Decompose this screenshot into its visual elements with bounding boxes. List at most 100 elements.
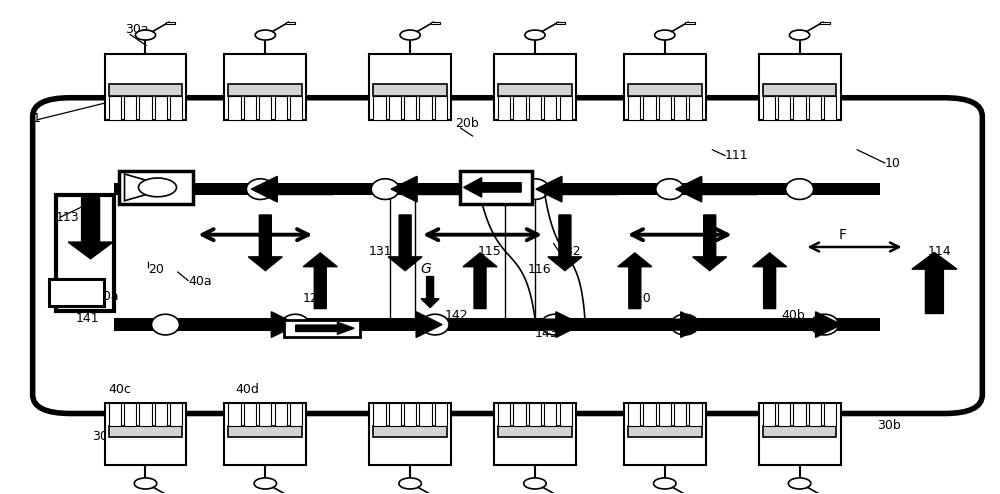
- Polygon shape: [125, 174, 171, 201]
- Bar: [659, 96, 671, 120]
- Circle shape: [524, 478, 546, 489]
- Bar: [228, 404, 241, 425]
- Bar: [763, 96, 775, 120]
- Ellipse shape: [281, 314, 309, 335]
- Bar: [244, 404, 256, 425]
- Bar: [560, 404, 572, 425]
- Bar: [155, 404, 167, 425]
- Bar: [166, 22, 175, 24]
- Bar: [529, 96, 541, 120]
- Bar: [824, 404, 836, 425]
- Text: F: F: [839, 228, 847, 242]
- Ellipse shape: [541, 314, 569, 335]
- Ellipse shape: [671, 314, 699, 335]
- Text: 111: 111: [725, 149, 748, 163]
- Bar: [389, 404, 401, 425]
- FancyArrow shape: [693, 215, 727, 271]
- Bar: [628, 425, 702, 437]
- Bar: [419, 404, 432, 425]
- Bar: [369, 404, 451, 465]
- Bar: [793, 96, 806, 120]
- Bar: [659, 404, 671, 425]
- Text: 120: 120: [302, 292, 326, 305]
- FancyArrow shape: [215, 312, 297, 337]
- Bar: [809, 404, 821, 425]
- Text: 142: 142: [445, 309, 469, 323]
- Bar: [105, 404, 186, 465]
- Ellipse shape: [246, 179, 274, 200]
- Bar: [824, 96, 836, 120]
- Circle shape: [654, 478, 676, 489]
- Text: 1: 1: [33, 113, 41, 125]
- FancyArrow shape: [391, 176, 473, 202]
- Bar: [228, 425, 302, 437]
- Circle shape: [525, 30, 545, 40]
- Bar: [435, 96, 447, 120]
- Ellipse shape: [656, 179, 684, 200]
- Circle shape: [788, 478, 811, 489]
- Bar: [759, 404, 841, 465]
- Bar: [685, 22, 695, 24]
- Bar: [56, 195, 114, 311]
- Bar: [373, 425, 447, 437]
- Bar: [643, 404, 656, 425]
- Bar: [114, 183, 880, 195]
- Text: 114: 114: [927, 246, 951, 258]
- Circle shape: [655, 30, 675, 40]
- Bar: [224, 404, 306, 465]
- Text: 116: 116: [528, 263, 552, 276]
- FancyArrow shape: [303, 253, 337, 309]
- Circle shape: [138, 178, 176, 197]
- Text: 115: 115: [478, 246, 502, 258]
- Ellipse shape: [811, 314, 839, 335]
- Bar: [124, 96, 136, 120]
- Text: G: G: [420, 262, 431, 276]
- Bar: [139, 404, 152, 425]
- Bar: [529, 404, 541, 425]
- Bar: [259, 96, 271, 120]
- Bar: [244, 96, 256, 120]
- Circle shape: [255, 30, 275, 40]
- Bar: [431, 22, 440, 24]
- FancyArrow shape: [536, 176, 618, 202]
- Bar: [404, 96, 416, 120]
- FancyArrow shape: [625, 312, 707, 337]
- FancyArrow shape: [760, 312, 842, 337]
- Text: 40c: 40c: [109, 383, 131, 396]
- Bar: [793, 404, 806, 425]
- Text: 40a: 40a: [188, 275, 212, 288]
- Ellipse shape: [371, 179, 399, 200]
- Text: 30c: 30c: [93, 430, 115, 443]
- FancyArrow shape: [388, 215, 422, 271]
- Bar: [674, 96, 686, 120]
- FancyArrow shape: [421, 277, 439, 308]
- Bar: [689, 404, 702, 425]
- Text: 40b: 40b: [782, 309, 805, 323]
- Bar: [114, 319, 880, 331]
- Bar: [624, 404, 706, 465]
- Bar: [109, 96, 121, 120]
- Bar: [275, 96, 287, 120]
- Ellipse shape: [521, 179, 549, 200]
- Text: 10: 10: [884, 157, 900, 170]
- FancyArrow shape: [464, 178, 521, 197]
- Bar: [419, 96, 432, 120]
- Circle shape: [134, 478, 157, 489]
- Bar: [369, 54, 451, 120]
- Bar: [763, 404, 775, 425]
- Text: 113: 113: [56, 211, 79, 224]
- Bar: [820, 22, 830, 24]
- Bar: [498, 425, 572, 437]
- Bar: [624, 54, 706, 120]
- Text: 40d: 40d: [235, 383, 259, 396]
- Bar: [404, 404, 416, 425]
- Bar: [778, 96, 790, 120]
- FancyArrow shape: [548, 215, 582, 271]
- Bar: [373, 96, 386, 120]
- Text: 30a: 30a: [126, 23, 149, 36]
- Bar: [763, 84, 836, 96]
- Bar: [544, 96, 556, 120]
- Bar: [155, 96, 167, 120]
- Bar: [560, 96, 572, 120]
- Bar: [498, 404, 510, 425]
